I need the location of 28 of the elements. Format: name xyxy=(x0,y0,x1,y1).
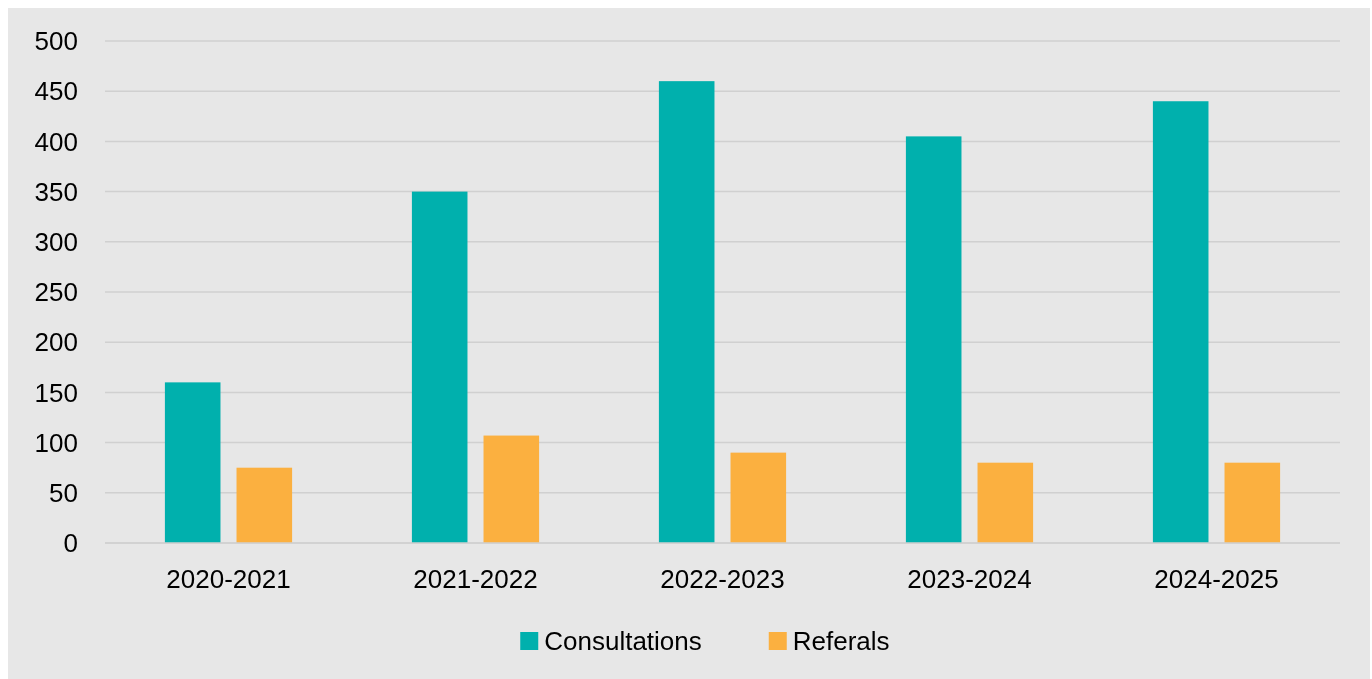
legend-label: Referals xyxy=(792,626,890,657)
bar xyxy=(730,452,787,543)
bar xyxy=(483,435,540,543)
bar xyxy=(905,136,962,543)
y-tick-label: 350 xyxy=(34,176,78,207)
x-tick-label: 2022-2023 xyxy=(660,564,785,594)
bar xyxy=(411,191,468,543)
y-tick-label: 150 xyxy=(34,377,78,408)
y-tick-label: 100 xyxy=(34,427,78,458)
y-tick-label: 0 xyxy=(63,528,78,559)
x-tick-label: 2023-2024 xyxy=(907,564,1032,594)
y-tick-label: 250 xyxy=(34,277,78,308)
bar xyxy=(977,462,1034,543)
bar xyxy=(236,467,293,543)
bar xyxy=(1224,462,1281,543)
x-tick-label: 2020-2021 xyxy=(166,564,291,594)
x-tick-label: 2021-2022 xyxy=(413,564,538,594)
bar xyxy=(1152,101,1209,543)
legend-label: Consultations xyxy=(544,626,702,657)
y-tick-label: 500 xyxy=(34,26,78,57)
y-tick-label: 400 xyxy=(34,126,78,157)
bar xyxy=(164,382,221,543)
y-tick-label: 450 xyxy=(34,76,78,107)
y-tick-label: 200 xyxy=(34,327,78,358)
y-tick-label: 300 xyxy=(34,226,78,257)
bar xyxy=(658,81,715,543)
x-tick-label: 2024-2025 xyxy=(1154,564,1279,594)
y-tick-label: 50 xyxy=(49,477,78,508)
